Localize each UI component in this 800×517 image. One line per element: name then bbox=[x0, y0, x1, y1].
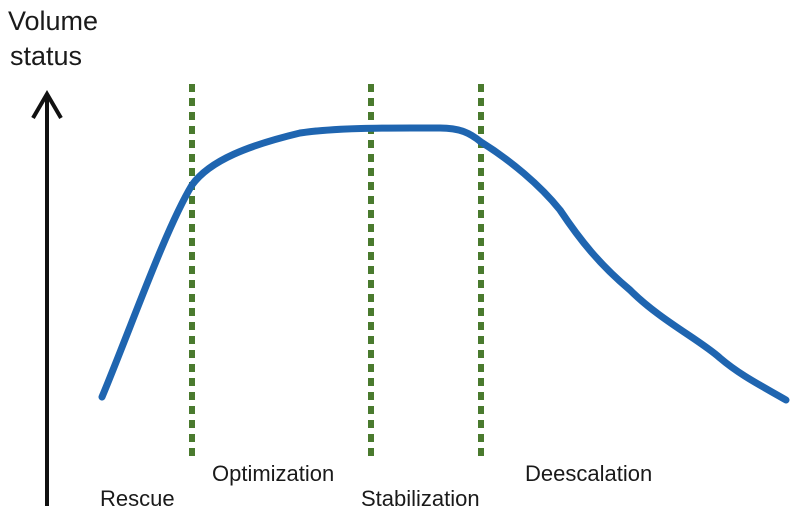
axis-label: Volume bbox=[8, 6, 98, 36]
phase-label: Optimization bbox=[212, 461, 334, 486]
axis-arrowhead bbox=[31, 90, 63, 120]
volume-curve bbox=[98, 124, 790, 404]
phase-label: Rescue bbox=[100, 486, 175, 511]
axis-label: status bbox=[10, 41, 82, 71]
phase-label: Deescalation bbox=[525, 461, 652, 486]
phase-label: Stabilization bbox=[361, 486, 480, 511]
